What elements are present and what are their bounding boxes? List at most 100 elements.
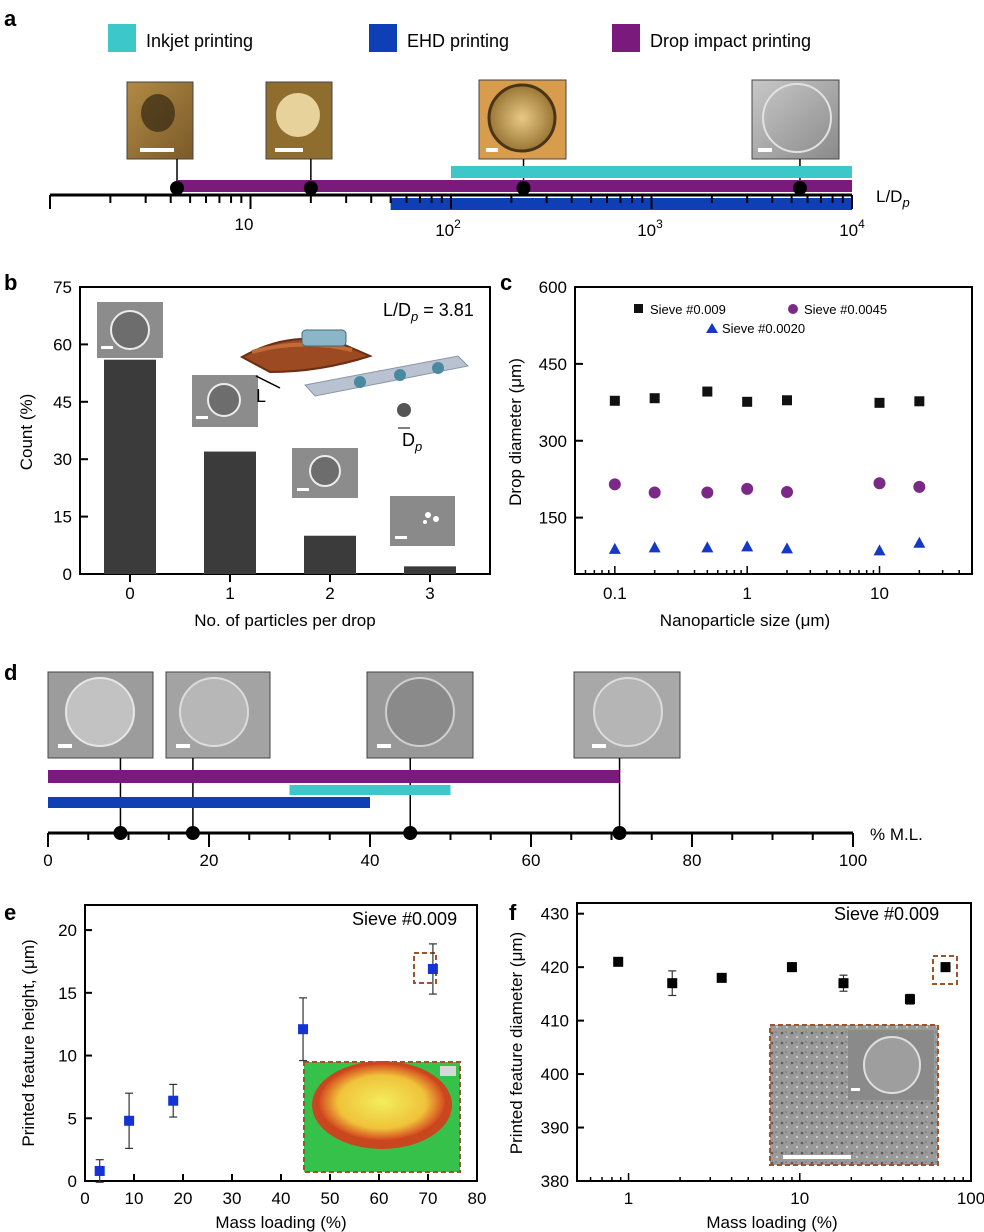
x-tick-label-c: 1 bbox=[742, 584, 751, 603]
point-f bbox=[940, 962, 951, 973]
legend-label-sieve-00020: Sieve #0.0020 bbox=[722, 321, 805, 336]
plot-frame-c bbox=[574, 286, 973, 575]
point-f bbox=[716, 972, 727, 983]
point-f bbox=[838, 978, 849, 989]
bar-0 bbox=[104, 359, 156, 574]
point-sieve-00045 bbox=[608, 478, 621, 491]
y-tick-label-b: 75 bbox=[53, 278, 72, 297]
x-ticks-e: 0 10 20 30 40 50 60 70 80 bbox=[80, 1174, 486, 1208]
y-ticks-c: 150 300 450 600 bbox=[539, 278, 583, 528]
markers-a bbox=[170, 181, 807, 195]
marker-dot-a bbox=[516, 181, 531, 195]
x-tick-label-b: 0 bbox=[125, 584, 134, 603]
x-axis-label-c: Nanoparticle size (μm) bbox=[660, 611, 830, 630]
legend-label-sieve-00045: Sieve #0.0045 bbox=[804, 302, 887, 317]
x-axis-label-e: Mass loading (%) bbox=[215, 1213, 346, 1232]
x-ticks-b: 0 1 2 3 bbox=[125, 574, 435, 603]
x-tick-label-e: 60 bbox=[370, 1189, 389, 1208]
panel-label-d: d bbox=[4, 660, 17, 685]
axis-ticks-a bbox=[49, 195, 853, 209]
point-sieve-00020 bbox=[873, 544, 886, 556]
bar-3 bbox=[404, 566, 456, 574]
legend-label-ehd: EHD printing bbox=[407, 31, 509, 51]
tick-label-1000: 103 bbox=[637, 217, 663, 240]
markers-d bbox=[113, 826, 627, 840]
point-sieve-0009 bbox=[609, 395, 620, 406]
panel-label-a: a bbox=[4, 6, 17, 31]
inset-schematic-b: L Dp bbox=[239, 329, 470, 454]
legend-a: Inkjet printing EHD printing Drop impact… bbox=[108, 24, 811, 52]
tick-label-d: 60 bbox=[522, 851, 541, 870]
y-tick-label-e: 20 bbox=[58, 921, 77, 940]
range-bar-ehd-printing bbox=[390, 198, 852, 210]
panel-e: e 0 5 10 15 20 0 10 20 30 40 50 60 70 80 Printed fea… bbox=[4, 900, 486, 1232]
x-ticks-f: 1 10 100 bbox=[576, 1173, 984, 1208]
panel-a: a Inkjet printing EHD printing Drop impa… bbox=[4, 6, 910, 240]
x-tick-label-c: 0.1 bbox=[603, 584, 627, 603]
tick-label-10: 10 bbox=[235, 215, 254, 234]
micrograph-d4 bbox=[573, 671, 681, 759]
x-tick-label-e: 80 bbox=[468, 1189, 487, 1208]
point-sieve-00020 bbox=[648, 541, 661, 553]
marker-dot-a bbox=[792, 181, 807, 195]
micrograph-a3 bbox=[478, 79, 567, 160]
x-tick-label-e: 50 bbox=[321, 1189, 340, 1208]
bars-b bbox=[104, 359, 456, 574]
x-tick-label-e: 20 bbox=[174, 1189, 193, 1208]
x-axis-label-b: No. of particles per drop bbox=[194, 611, 375, 630]
legend-marker-sieve-00020 bbox=[706, 323, 718, 333]
y-tick-label-e: 5 bbox=[68, 1109, 77, 1128]
point-sieve-0009 bbox=[649, 393, 660, 404]
y-tick-label-f: 410 bbox=[541, 1012, 569, 1031]
legend-swatch-inkjet bbox=[108, 24, 136, 52]
x-axis-label-f: Mass loading (%) bbox=[706, 1213, 837, 1232]
point-sieve-0009 bbox=[702, 386, 713, 397]
x-tick-label-f: 1 bbox=[624, 1189, 633, 1208]
inset-sem-b0 bbox=[97, 302, 163, 358]
x-tick-label-b: 1 bbox=[225, 584, 234, 603]
legend-marker-sieve-00045 bbox=[788, 304, 798, 314]
tick-label-d: 40 bbox=[361, 851, 380, 870]
x-tick-label-e: 0 bbox=[80, 1189, 89, 1208]
legend-label-drop-impact: Drop impact printing bbox=[650, 31, 811, 51]
x-tick-label-c: 10 bbox=[870, 584, 889, 603]
y-ticks-e: 0 5 10 15 20 bbox=[58, 921, 92, 1191]
point-sieve-0009 bbox=[914, 396, 925, 407]
y-tick-label-b: 15 bbox=[53, 508, 72, 527]
tick-label-d: 80 bbox=[683, 851, 702, 870]
legend-swatch-ehd bbox=[369, 24, 397, 52]
x-tick-label-b: 3 bbox=[425, 584, 434, 603]
y-axis-label-e: Printed feature height, (μm) bbox=[19, 939, 38, 1146]
panel-label-c: c bbox=[500, 270, 512, 295]
point-sieve-00045 bbox=[741, 482, 754, 495]
micrograph-d3 bbox=[366, 671, 474, 759]
micrograph-connectors-d bbox=[119, 758, 621, 833]
y-tick-label-f: 380 bbox=[541, 1172, 569, 1191]
points-f bbox=[613, 956, 951, 1005]
point-sieve-00045 bbox=[913, 480, 926, 493]
range-bar-drop-impact-printing bbox=[177, 180, 852, 192]
inset-heatmap-e bbox=[303, 1061, 461, 1173]
bar-2 bbox=[304, 535, 356, 574]
tick-label-d: 100 bbox=[839, 851, 867, 870]
y-tick-label-e: 15 bbox=[58, 984, 77, 1003]
point-sieve-00020 bbox=[781, 542, 794, 554]
micrograph-a4 bbox=[751, 79, 840, 160]
marker-dot-a bbox=[170, 181, 185, 195]
point-e bbox=[298, 1024, 309, 1035]
panel-d: d 0 20 40 60 80 100 % M.L. bbox=[4, 660, 923, 870]
x-tick-label-e: 40 bbox=[272, 1189, 291, 1208]
y-tick-label-b: 0 bbox=[63, 565, 72, 584]
point-sieve-00045 bbox=[781, 486, 794, 498]
y-tick-label-f: 430 bbox=[541, 905, 569, 924]
point-f bbox=[613, 956, 624, 967]
inset-sem-b3 bbox=[390, 496, 455, 546]
y-ticks-f: 380 390 400 410 420 430 bbox=[541, 905, 584, 1191]
point-sieve-0009 bbox=[874, 397, 885, 408]
x-tick-label-f: 10 bbox=[790, 1189, 809, 1208]
tick-label-d: 20 bbox=[200, 851, 219, 870]
highlight-box-f bbox=[932, 955, 958, 985]
axis-label-a: L/Dp bbox=[876, 187, 910, 210]
annotation-e: Sieve #0.009 bbox=[352, 909, 457, 929]
